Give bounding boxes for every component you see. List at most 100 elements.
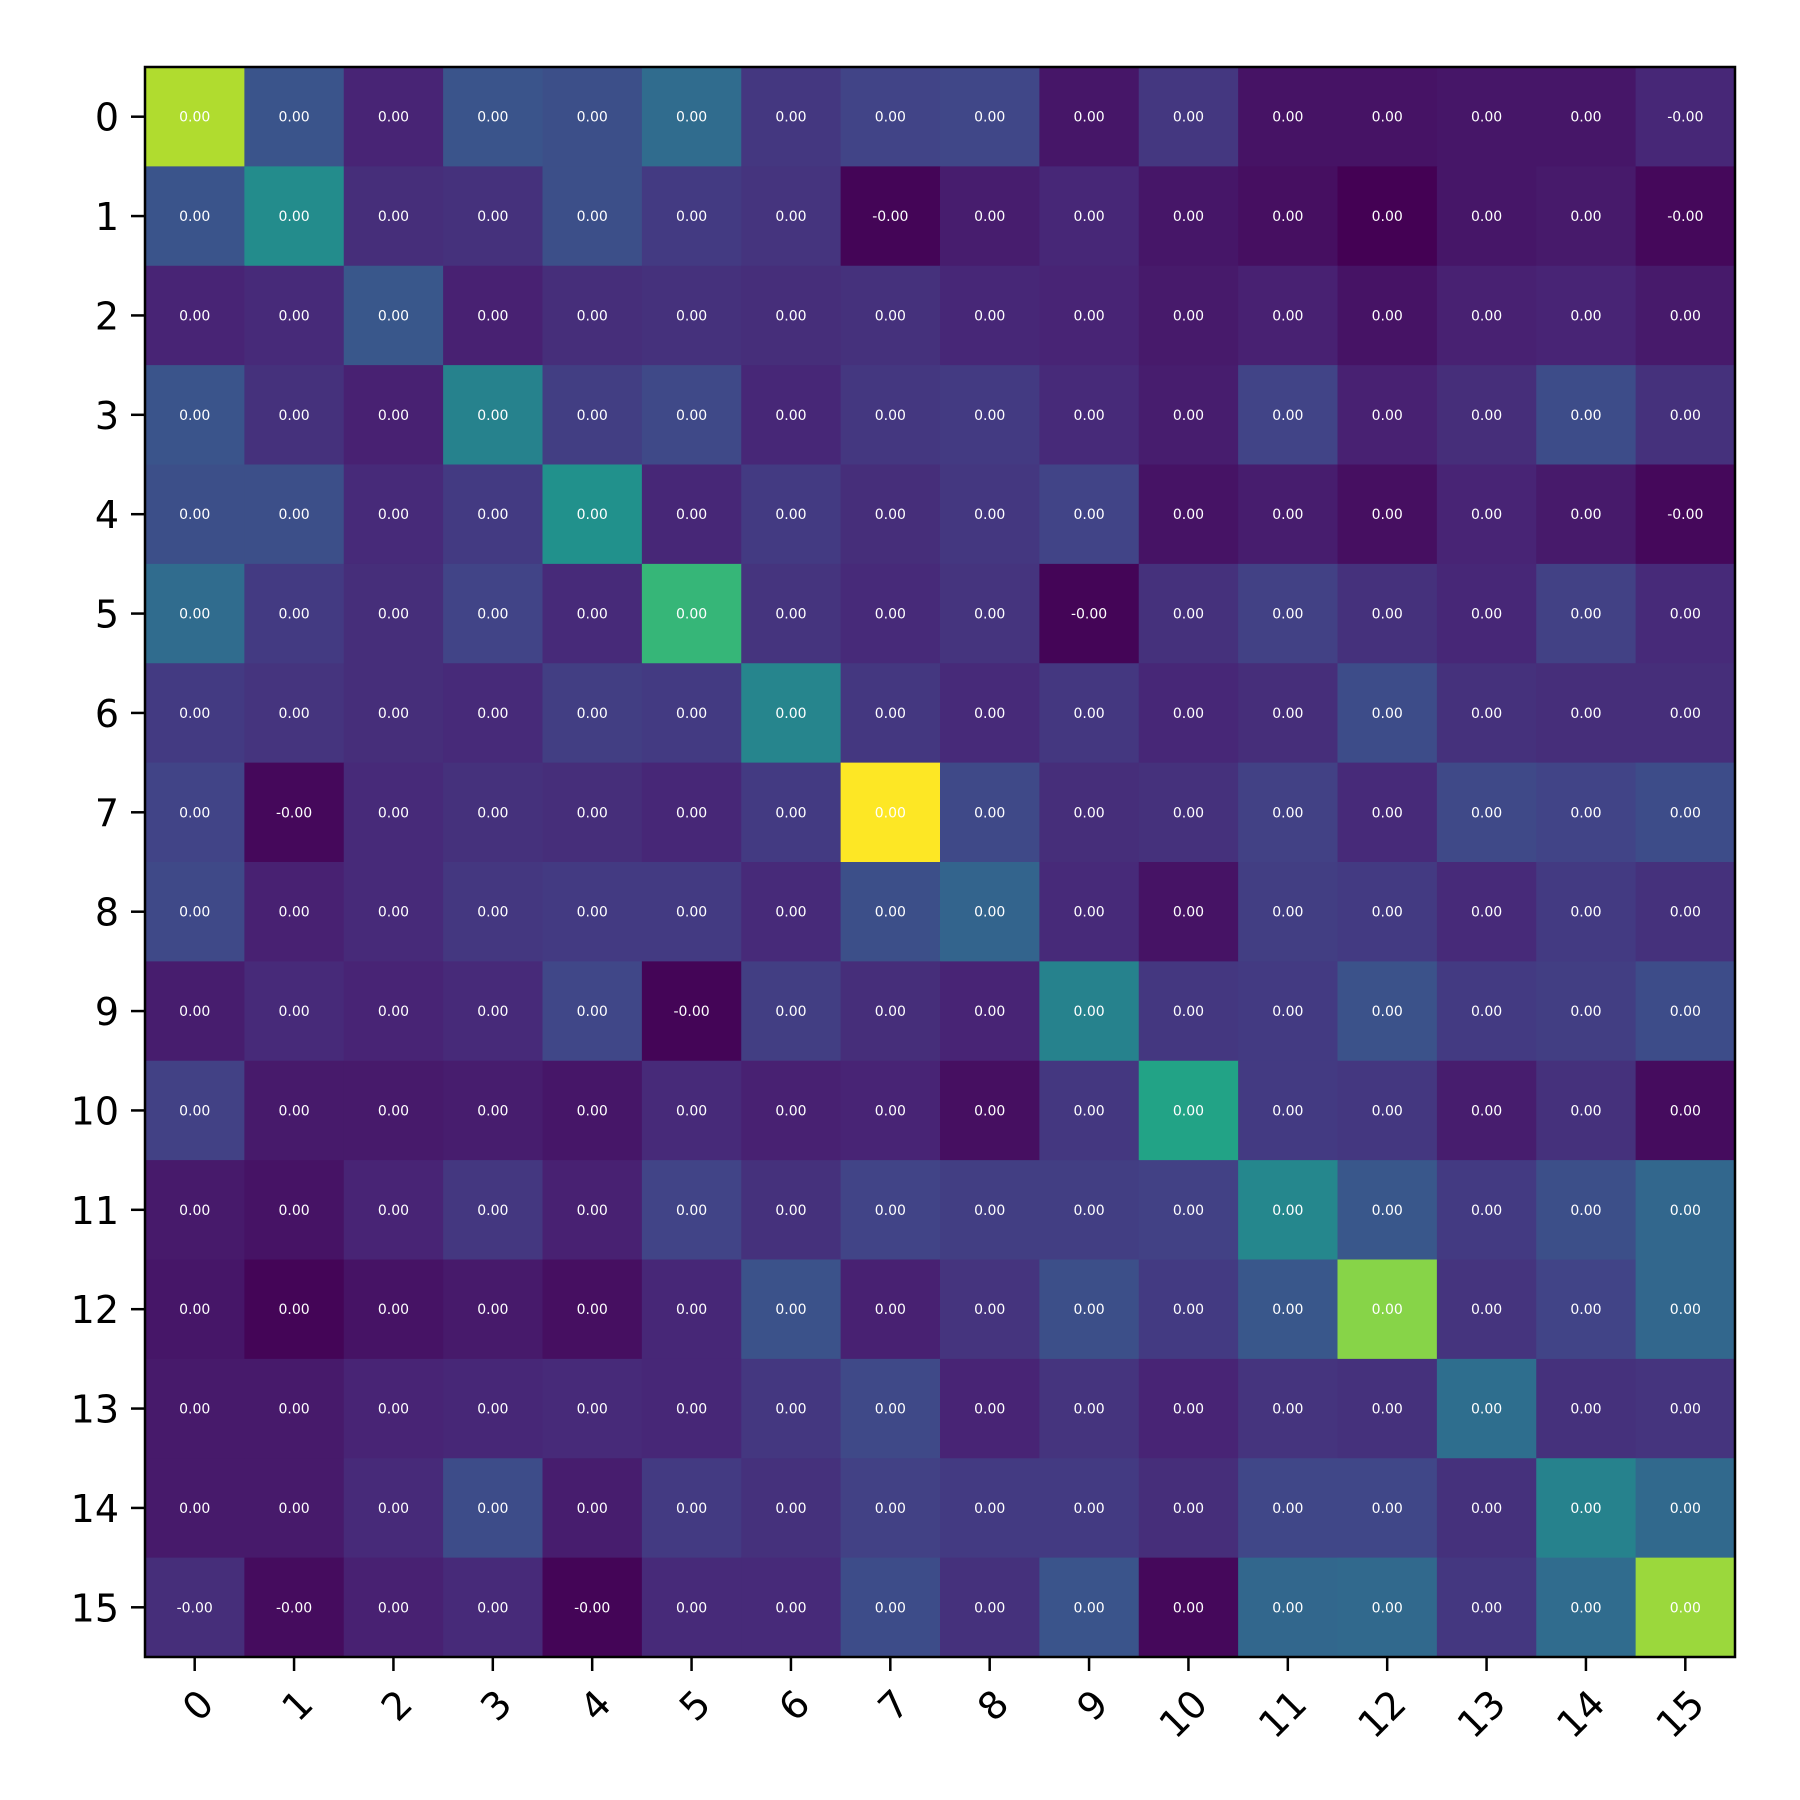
heatmap-cell-r12-c6 (741, 1259, 842, 1360)
heatmap-cell-r1-c12 (1337, 166, 1438, 267)
y-tick-label-7: 7 (95, 791, 119, 835)
heatmap-cell-r15-c5 (641, 1557, 742, 1658)
heatmap-cell-r14-c13 (1436, 1458, 1537, 1559)
heatmap-cell-r7-c4 (542, 762, 643, 863)
cell-value-label-r7-c13: 0.00 (1471, 805, 1502, 821)
heatmap-cell-r5-c7 (840, 563, 941, 664)
heatmap-cell-r14-c14 (1536, 1458, 1637, 1559)
cell-value-label-r9-c8: 0.00 (974, 1004, 1005, 1020)
cell-value-label-r13-c13: 0.00 (1471, 1402, 1502, 1418)
heatmap-cell-r4-c15 (1635, 464, 1736, 565)
heatmap-cell-r8-c9 (1039, 862, 1140, 962)
cell-value-label-r10-c0: 0.00 (179, 1103, 210, 1119)
cell-value-label-r12-c11: 0.00 (1272, 1302, 1303, 1318)
heatmap-cell-r0-c14 (1536, 67, 1637, 167)
cell-value-label-r8-c5: 0.00 (676, 905, 707, 921)
cell-value-label-r0-c2: 0.00 (378, 110, 409, 126)
cell-value-label-r6-c6: 0.00 (775, 706, 806, 722)
heatmap-cell-r7-c1 (244, 762, 345, 863)
heatmap-cell-r5-c13 (1436, 563, 1537, 664)
heatmap-cell-r2-c3 (443, 265, 543, 366)
heatmap-cell-r0-c3 (443, 67, 543, 167)
heatmap-cell-r0-c7 (840, 67, 941, 167)
cell-value-label-r6-c10: 0.00 (1173, 706, 1204, 722)
cell-value-label-r1-c10: 0.00 (1173, 209, 1204, 225)
heatmap-cell-r0-c4 (542, 67, 643, 167)
cell-value-label-r4-c7: 0.00 (875, 507, 906, 523)
heatmap-cell-r15-c2 (343, 1557, 444, 1658)
heatmap-cell-r8-c10 (1138, 862, 1239, 962)
heatmap-cell-r5-c12 (1337, 563, 1438, 664)
cell-value-label-r10-c12: 0.00 (1372, 1103, 1403, 1119)
heatmap-cell-r0-c6 (741, 67, 842, 167)
cell-value-label-r9-c6: 0.00 (775, 1004, 806, 1020)
heatmap-cell-r7-c13 (1436, 762, 1537, 863)
heatmap-cell-r15-c0 (145, 1557, 245, 1658)
cell-value-label-r12-c3: 0.00 (477, 1302, 508, 1318)
cell-value-label-r7-c2: 0.00 (378, 805, 409, 821)
heatmap-cell-r1-c7 (840, 166, 941, 267)
heatmap-cell-r2-c5 (641, 265, 742, 366)
cell-value-label-r3-c7: 0.00 (875, 408, 906, 424)
y-tick-label-0: 0 (95, 96, 119, 140)
heatmap-cell-r14-c15 (1635, 1458, 1736, 1559)
heatmap-cell-r3-c14 (1536, 365, 1637, 465)
heatmap-cell-r12-c12 (1337, 1259, 1438, 1360)
heatmap-cell-r10-c8 (940, 1060, 1040, 1161)
heatmap-cell-r6-c6 (741, 663, 842, 764)
cell-value-label-r5-c0: 0.00 (179, 607, 210, 623)
heatmap-cell-r14-c0 (145, 1458, 245, 1559)
heatmap-cell-r4-c8 (940, 464, 1040, 565)
heatmap-cell-r3-c8 (940, 365, 1040, 465)
cell-value-label-r3-c11: 0.00 (1272, 408, 1303, 424)
cell-value-label-r10-c13: 0.00 (1471, 1103, 1502, 1119)
heatmap-cell-r7-c3 (443, 762, 543, 863)
heatmap-cell-r7-c5 (641, 762, 742, 863)
cell-value-label-r2-c3: 0.00 (477, 308, 508, 324)
y-tick-label-2: 2 (95, 294, 119, 338)
cell-value-label-r11-c12: 0.00 (1372, 1203, 1403, 1219)
cell-value-label-r1-c11: 0.00 (1272, 209, 1303, 225)
heatmap-cell-r4-c9 (1039, 464, 1140, 565)
heatmap-cell-r11-c13 (1436, 1160, 1537, 1260)
cell-value-label-r12-c8: 0.00 (974, 1302, 1005, 1318)
cell-value-label-r3-c5: 0.00 (676, 408, 707, 424)
cell-value-label-r1-c4: 0.00 (577, 209, 608, 225)
heatmap-cell-r4-c3 (443, 464, 543, 565)
heatmap-cell-r7-c2 (343, 762, 444, 863)
heatmap-cell-r11-c11 (1238, 1160, 1338, 1260)
cell-value-label-r5-c2: 0.00 (378, 607, 409, 623)
cell-value-label-r6-c9: 0.00 (1073, 706, 1104, 722)
heatmap-cell-r5-c5 (641, 563, 742, 664)
cell-value-label-r0-c6: 0.00 (775, 110, 806, 126)
cell-value-label-r3-c9: 0.00 (1073, 408, 1104, 424)
cell-value-label-r9-c11: 0.00 (1272, 1004, 1303, 1020)
heatmap-cell-r14-c2 (343, 1458, 444, 1559)
cell-value-label-r8-c6: 0.00 (775, 905, 806, 921)
cell-value-label-r15-c14: 0.00 (1570, 1600, 1601, 1616)
heatmap-cell-r8-c12 (1337, 862, 1438, 962)
cell-value-label-r11-c1: 0.00 (278, 1203, 309, 1219)
cell-value-label-r3-c8: 0.00 (974, 408, 1005, 424)
heatmap-cell-r1-c3 (443, 166, 543, 267)
cell-value-label-r7-c3: 0.00 (477, 805, 508, 821)
cell-value-label-r1-c15: -0.00 (1667, 209, 1703, 225)
heatmap-cell-r15-c12 (1337, 1557, 1438, 1658)
cell-value-label-r9-c14: 0.00 (1570, 1004, 1601, 1020)
heatmap-cell-r8-c15 (1635, 862, 1736, 962)
cell-value-label-r4-c5: 0.00 (676, 507, 707, 523)
heatmap-cell-r1-c8 (940, 166, 1040, 267)
heatmap-cell-r13-c4 (542, 1358, 643, 1459)
cell-value-label-r8-c0: 0.00 (179, 905, 210, 921)
heatmap-cell-r15-c6 (741, 1557, 842, 1658)
cell-value-label-r9-c2: 0.00 (378, 1004, 409, 1020)
heatmap-cell-r3-c4 (542, 365, 643, 465)
heatmap-cell-r9-c8 (940, 961, 1040, 1062)
cell-value-label-r13-c3: 0.00 (477, 1402, 508, 1418)
heatmap-cell-r10-c14 (1536, 1060, 1637, 1161)
heatmap-cell-r2-c1 (244, 265, 345, 366)
heatmap-cell-r11-c15 (1635, 1160, 1736, 1260)
heatmap-cell-r7-c0 (145, 762, 245, 863)
heatmap-cell-r5-c6 (741, 563, 842, 664)
cell-value-label-r2-c13: 0.00 (1471, 308, 1502, 324)
